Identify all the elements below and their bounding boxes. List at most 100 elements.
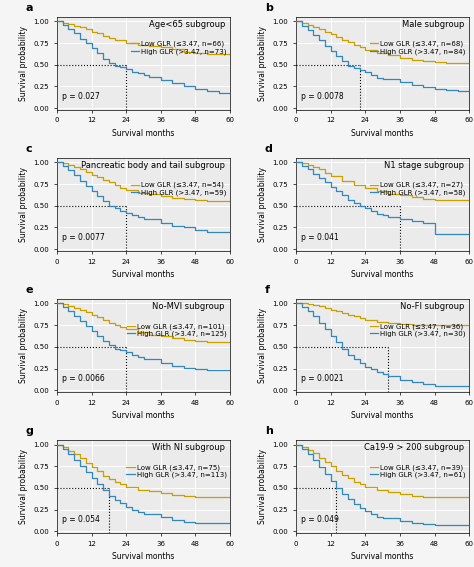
Low GLR (≤3.47, n=54) <box>192 196 198 202</box>
High GLR (>3.47, n=61) <box>316 464 322 471</box>
High GLR (>3.47, n=58) <box>443 230 449 237</box>
High GLR (>3.47, n=59) <box>94 188 100 194</box>
Low GLR (≤3.47, n=54) <box>106 179 112 186</box>
High GLR (>3.47, n=125) <box>123 347 129 354</box>
High GLR (>3.47, n=61) <box>305 451 310 458</box>
High GLR (>3.47, n=61) <box>299 446 305 452</box>
Low GLR (≤3.47, n=27) <box>443 196 449 203</box>
High GLR (>3.47, n=125) <box>141 356 146 362</box>
High GLR (>3.47, n=30) <box>385 370 391 377</box>
High GLR (>3.47, n=113) <box>60 446 65 452</box>
High GLR (>3.47, n=73) <box>204 86 210 92</box>
Low GLR (≤3.47, n=66) <box>146 43 152 50</box>
High GLR (>3.47, n=84) <box>316 32 322 39</box>
High GLR (>3.47, n=30) <box>299 303 305 310</box>
High GLR (>3.47, n=84) <box>363 68 368 75</box>
Text: p = 0.0078: p = 0.0078 <box>301 91 344 100</box>
Low GLR (≤3.47, n=66) <box>112 35 118 41</box>
Low GLR (≤3.47, n=75) <box>83 455 89 462</box>
Low GLR (≤3.47, n=75) <box>204 493 210 500</box>
High GLR (>3.47, n=61) <box>368 508 374 515</box>
Legend: Low GLR (≤3.47, n=36), High GLR (>3.47, n=30): Low GLR (≤3.47, n=36), High GLR (>3.47, … <box>370 323 466 337</box>
High GLR (>3.47, n=125) <box>204 366 210 373</box>
High GLR (>3.47, n=58) <box>299 159 305 166</box>
Low GLR (≤3.47, n=75) <box>158 488 164 495</box>
Low GLR (≤3.47, n=39) <box>310 450 316 456</box>
High GLR (>3.47, n=125) <box>228 367 233 374</box>
High GLR (>3.47, n=125) <box>54 300 60 307</box>
Low GLR (≤3.47, n=54) <box>146 189 152 196</box>
High GLR (>3.47, n=113) <box>181 517 187 523</box>
High GLR (>3.47, n=58) <box>385 212 391 219</box>
Low GLR (≤3.47, n=54) <box>181 194 187 201</box>
High GLR (>3.47, n=61) <box>345 490 351 497</box>
Low GLR (≤3.47, n=75) <box>228 493 233 500</box>
Low GLR (≤3.47, n=66) <box>192 50 198 57</box>
Low GLR (≤3.47, n=36) <box>339 310 345 316</box>
Low GLR (≤3.47, n=39) <box>420 492 426 499</box>
Low GLR (≤3.47, n=36) <box>363 316 368 323</box>
High GLR (>3.47, n=84) <box>363 66 368 73</box>
Low GLR (≤3.47, n=39) <box>351 479 356 485</box>
Low GLR (≤3.47, n=54) <box>77 166 83 173</box>
Low GLR (≤3.47, n=36) <box>334 308 339 315</box>
Low GLR (≤3.47, n=27) <box>466 196 472 203</box>
Low GLR (≤3.47, n=36) <box>299 300 305 307</box>
Low GLR (≤3.47, n=101) <box>106 319 112 326</box>
Low GLR (≤3.47, n=39) <box>305 444 310 451</box>
High GLR (>3.47, n=125) <box>65 303 71 310</box>
Low GLR (≤3.47, n=68) <box>409 54 414 61</box>
Low GLR (≤3.47, n=54) <box>100 176 106 183</box>
Low GLR (≤3.47, n=39) <box>356 479 362 485</box>
High GLR (>3.47, n=59) <box>141 215 146 222</box>
Line: Low GLR (≤3.47, n=68): Low GLR (≤3.47, n=68) <box>296 22 469 63</box>
Low GLR (≤3.47, n=101) <box>118 321 123 328</box>
High GLR (>3.47, n=58) <box>374 210 380 217</box>
Low GLR (≤3.47, n=101) <box>181 335 187 341</box>
Low GLR (≤3.47, n=68) <box>299 18 305 25</box>
Low GLR (≤3.47, n=66) <box>181 46 187 53</box>
High GLR (>3.47, n=84) <box>420 84 426 91</box>
Low GLR (≤3.47, n=54) <box>83 166 89 173</box>
High GLR (>3.47, n=58) <box>420 218 426 225</box>
X-axis label: Survival months: Survival months <box>112 129 175 138</box>
High GLR (>3.47, n=58) <box>432 219 438 226</box>
Low GLR (≤3.47, n=54) <box>123 184 129 191</box>
High GLR (>3.47, n=58) <box>380 212 385 219</box>
High GLR (>3.47, n=30) <box>299 300 305 307</box>
High GLR (>3.47, n=59) <box>228 229 233 235</box>
Low GLR (≤3.47, n=39) <box>374 484 380 490</box>
High GLR (>3.47, n=125) <box>141 354 146 361</box>
High GLR (>3.47, n=113) <box>94 475 100 482</box>
High GLR (>3.47, n=61) <box>345 496 351 502</box>
High GLR (>3.47, n=30) <box>432 383 438 390</box>
High GLR (>3.47, n=59) <box>170 222 175 229</box>
Low GLR (≤3.47, n=27) <box>339 177 345 184</box>
High GLR (>3.47, n=58) <box>466 231 472 238</box>
High GLR (>3.47, n=73) <box>54 18 60 25</box>
Low GLR (≤3.47, n=54) <box>158 191 164 198</box>
High GLR (>3.47, n=113) <box>94 481 100 488</box>
Low GLR (≤3.47, n=36) <box>420 321 426 328</box>
High GLR (>3.47, n=113) <box>135 509 141 515</box>
High GLR (>3.47, n=125) <box>118 345 123 352</box>
Low GLR (≤3.47, n=66) <box>94 28 100 35</box>
High GLR (>3.47, n=125) <box>192 364 198 371</box>
High GLR (>3.47, n=61) <box>420 521 426 528</box>
High GLR (>3.47, n=73) <box>228 90 233 97</box>
Text: Ca19-9 > 200 subgroup: Ca19-9 > 200 subgroup <box>364 443 464 452</box>
High GLR (>3.47, n=58) <box>299 163 305 170</box>
High GLR (>3.47, n=61) <box>305 446 310 452</box>
High GLR (>3.47, n=125) <box>112 342 118 349</box>
High GLR (>3.47, n=61) <box>351 501 356 508</box>
Low GLR (≤3.47, n=66) <box>181 48 187 55</box>
High GLR (>3.47, n=59) <box>181 222 187 229</box>
High GLR (>3.47, n=73) <box>89 45 94 52</box>
High GLR (>3.47, n=113) <box>123 500 129 507</box>
Low GLR (≤3.47, n=39) <box>466 494 472 501</box>
High GLR (>3.47, n=58) <box>356 200 362 206</box>
High GLR (>3.47, n=113) <box>100 487 106 494</box>
High GLR (>3.47, n=125) <box>170 362 175 369</box>
High GLR (>3.47, n=84) <box>466 87 472 94</box>
Low GLR (≤3.47, n=39) <box>345 475 351 482</box>
